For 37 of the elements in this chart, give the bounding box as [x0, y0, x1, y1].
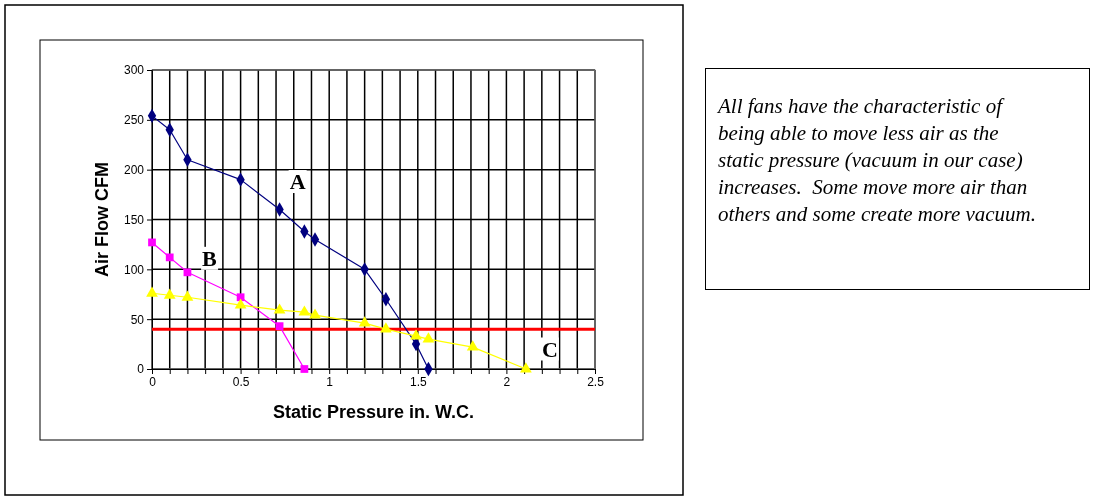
- point: [410, 329, 422, 340]
- point: [309, 308, 321, 319]
- point: [148, 238, 156, 247]
- point: [234, 298, 247, 309]
- y-tick-label: 100: [123, 262, 145, 277]
- y-tick-label: 150: [123, 212, 145, 227]
- point: [358, 316, 371, 327]
- x-tick-label: 2: [503, 374, 511, 389]
- point: [273, 303, 286, 314]
- series-label: B: [202, 245, 218, 271]
- y-tick-label: 50: [130, 312, 145, 327]
- y-tick-label: 0: [137, 362, 145, 377]
- y-tick-label: 250: [123, 113, 145, 128]
- y-tick-label: 300: [123, 63, 145, 78]
- point: [520, 362, 532, 373]
- x-tick-label: 2.5: [587, 374, 605, 389]
- y-axis-title: Air Flow CFM: [92, 162, 112, 277]
- point: [380, 322, 392, 333]
- point: [275, 322, 284, 331]
- point: [422, 332, 435, 343]
- text: All fans have the characteristic of being able to move less air as the static pressure (vacuum in our case) increases. Some move more air than others and some create more vacuum.: [705, 68, 1090, 290]
- point: [146, 286, 158, 297]
- x-tick-label: 0: [149, 374, 157, 389]
- point: [163, 288, 176, 299]
- x-axis-title: Static Pressure in. W.C.: [272, 402, 475, 422]
- y-tick-label: 200: [123, 163, 145, 178]
- point: [165, 253, 174, 262]
- point: [466, 340, 479, 351]
- x-tick-label: 1: [326, 374, 334, 389]
- point: [183, 268, 192, 277]
- point: [181, 290, 194, 301]
- point: [300, 365, 309, 373]
- point: [298, 305, 311, 316]
- series-label: C: [541, 336, 558, 362]
- series-label: A: [289, 169, 306, 195]
- x-tick-label: 1.5: [409, 374, 427, 389]
- x-tick-label: 0.5: [232, 374, 250, 389]
